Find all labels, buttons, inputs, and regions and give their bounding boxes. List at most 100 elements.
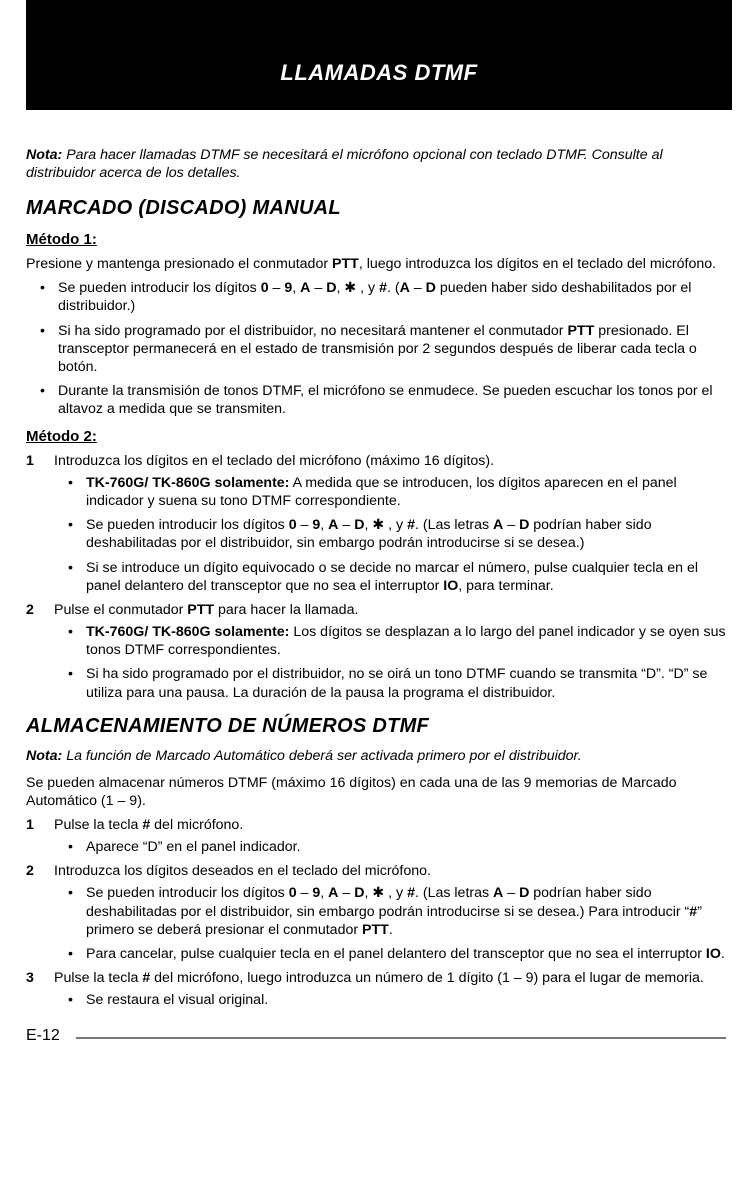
header-block: LLAMADAS DTMF xyxy=(26,0,732,110)
io: IO xyxy=(706,946,721,962)
footer-rule xyxy=(76,1037,726,1039)
s2-step2-bullets: Se pueden introducir los dígitos 0 – 9, … xyxy=(54,884,726,963)
t: del micrófono. xyxy=(150,817,243,833)
list-item: Aparece “D” en el panel indicador. xyxy=(54,838,726,856)
list-item: Si se introduce un dígito equivocado o s… xyxy=(54,559,726,595)
note-text: Para hacer llamadas DTMF se necesitará e… xyxy=(26,147,663,181)
note-text: La función de Marcado Automático deberá … xyxy=(62,748,581,764)
t: Pulse la tecla xyxy=(54,817,142,833)
d: A xyxy=(493,517,503,533)
footer: E-12 xyxy=(0,1037,752,1039)
t: – xyxy=(297,517,313,533)
step-num: 1 xyxy=(26,816,46,834)
t: Si se introduce un dígito equivocado o s… xyxy=(86,560,698,594)
text: Presione y mantenga presionado el conmut… xyxy=(26,256,332,272)
list-item: Durante la transmisión de tonos DTMF, el… xyxy=(26,382,726,418)
t: – xyxy=(297,885,313,901)
step-1: 1 Pulse la tecla # del micrófono. Aparec… xyxy=(26,816,726,856)
t: . (Las letras xyxy=(415,517,493,533)
t: Se pueden introducir los dígitos xyxy=(86,885,289,901)
header-shadow-bottom xyxy=(38,110,738,116)
note-top: Nota: Para hacer llamadas DTMF se necesi… xyxy=(26,146,726,182)
t: Pulse el conmutador xyxy=(54,602,187,618)
t: , xyxy=(292,280,300,296)
d: D xyxy=(519,517,529,533)
star-icon: ✱ xyxy=(372,885,384,901)
list-item: TK-760G/ TK-860G solamente: Los dígitos … xyxy=(54,623,726,659)
d: # xyxy=(379,280,387,296)
t: – xyxy=(503,517,519,533)
t: . xyxy=(389,922,393,938)
t: , y xyxy=(384,885,407,901)
star-icon: ✱ xyxy=(344,280,356,296)
io: IO xyxy=(443,578,458,594)
d: A xyxy=(400,280,410,296)
t: – xyxy=(310,280,326,296)
list-item: Si ha sido programado por el distribuido… xyxy=(26,322,726,377)
d: # xyxy=(407,885,415,901)
step1-bullets: TK-760G/ TK-860G solamente: A medida que… xyxy=(54,474,726,595)
header-inner: LLAMADAS DTMF xyxy=(26,0,732,110)
d: A xyxy=(328,517,338,533)
t: . (Las letras xyxy=(415,885,493,901)
d: 0 xyxy=(289,885,297,901)
step-3: 3 Pulse la tecla # del micrófono, luego … xyxy=(26,969,726,1009)
note-section2: Nota: La función de Marcado Automático d… xyxy=(26,747,726,765)
d: D xyxy=(326,280,336,296)
star-icon: ✱ xyxy=(372,517,384,533)
step2-bullets: TK-760G/ TK-860G solamente: Los dígitos … xyxy=(54,623,726,702)
page-number: E-12 xyxy=(26,1027,60,1045)
d: D xyxy=(354,517,364,533)
t: Aparece “D” en el panel indicador. xyxy=(86,839,301,855)
note-label: Nota: xyxy=(26,147,62,163)
t: Si ha sido programado por el distribuido… xyxy=(58,323,567,339)
step-num: 2 xyxy=(26,862,46,880)
step-1: 1 Introduzca los dígitos en el teclado d… xyxy=(26,452,726,595)
t: Para cancelar, pulse cualquier tecla en … xyxy=(86,946,706,962)
ptt: PTT xyxy=(332,256,359,272)
list-item: Para cancelar, pulse cualquier tecla en … xyxy=(54,945,726,963)
step-num: 3 xyxy=(26,969,46,987)
method1-intro: Presione y mantenga presionado el conmut… xyxy=(26,255,726,273)
t: – xyxy=(338,885,354,901)
d: D xyxy=(354,885,364,901)
t: , para terminar. xyxy=(458,578,553,594)
step-2: 2 Pulse el conmutador PTT para hacer la … xyxy=(26,601,726,702)
s2-step3-bullets: Se restaura el visual original. xyxy=(54,991,726,1009)
t: Introduzca los dígitos deseados en el te… xyxy=(54,863,431,879)
ptt: PTT xyxy=(187,602,214,618)
t: , y xyxy=(384,517,407,533)
t: – xyxy=(269,280,285,296)
text: , luego introduzca los dígitos en el tec… xyxy=(359,256,716,272)
model: TK-760G/ TK-860G solamente: xyxy=(86,624,289,640)
note-label: Nota: xyxy=(26,748,62,764)
hash: # xyxy=(689,904,697,920)
header-shadow-right xyxy=(732,12,738,116)
d: D xyxy=(519,885,529,901)
t: – xyxy=(503,885,519,901)
step-text: Introduzca los dígitos en el teclado del… xyxy=(54,453,494,469)
list-item: Si ha sido programado por el distribuido… xyxy=(54,665,726,701)
d: 0 xyxy=(261,280,269,296)
d: # xyxy=(407,517,415,533)
t: , y xyxy=(356,280,379,296)
model: TK-760G/ TK-860G solamente: xyxy=(86,475,289,491)
t: Se restaura el visual original. xyxy=(86,992,268,1008)
list-item: Se restaura el visual original. xyxy=(54,991,726,1009)
t: Pulse la tecla xyxy=(54,970,142,986)
step-num: 1 xyxy=(26,452,46,470)
step-num: 2 xyxy=(26,601,46,619)
d: 0 xyxy=(289,517,297,533)
list-item: Se pueden introducir los dígitos 0 – 9, … xyxy=(54,516,726,552)
section2-steps: 1 Pulse la tecla # del micrófono. Aparec… xyxy=(26,816,726,1010)
method1-bullets: Se pueden introducir los dígitos 0 – 9, … xyxy=(26,279,726,418)
list-item: TK-760G/ TK-860G solamente: A medida que… xyxy=(54,474,726,510)
method1-heading: Método 1: xyxy=(26,230,726,249)
section2-intro: Se pueden almacenar números DTMF (máximo… xyxy=(26,774,726,810)
d: A xyxy=(328,885,338,901)
t: , xyxy=(320,517,328,533)
d: A xyxy=(493,885,503,901)
t: , xyxy=(320,885,328,901)
content: Nota: Para hacer llamadas DTMF se necesi… xyxy=(0,146,752,1009)
t: del micrófono, luego introduzca un númer… xyxy=(150,970,704,986)
